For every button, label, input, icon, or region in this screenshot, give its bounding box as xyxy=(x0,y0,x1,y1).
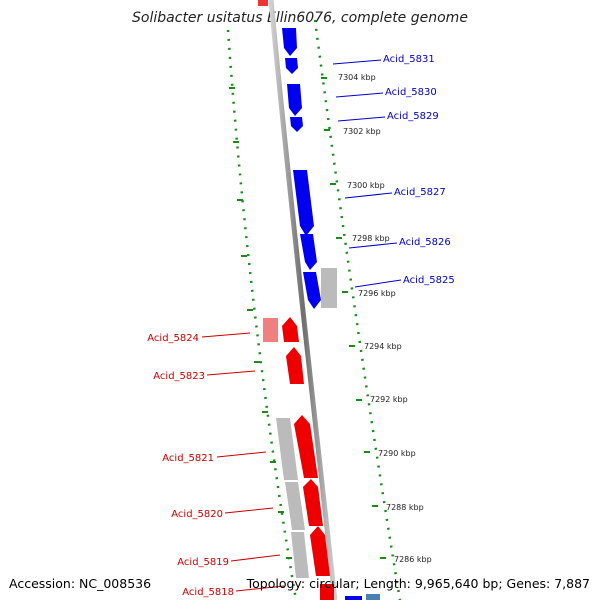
gene-label-acid-5826[interactable]: Acid_5826 xyxy=(399,237,451,248)
gene-acid-5819 xyxy=(310,526,330,576)
top-gene-stub xyxy=(258,0,268,6)
gene-acid-5829 xyxy=(290,117,303,132)
scale-label: 7286 kbp xyxy=(394,555,432,564)
scale-label: 7300 kbp xyxy=(347,181,385,190)
outer-tick-track xyxy=(313,19,402,600)
gene-label-acid-5820[interactable]: Acid_5820 xyxy=(171,509,223,520)
scale-label: 7290 kbp xyxy=(378,449,416,458)
gene-label-acid-5825[interactable]: Acid_5825 xyxy=(403,275,455,286)
scale-label: 7288 kbp xyxy=(386,503,424,512)
forward-gene-labels: Acid_5831 Acid_5830 Acid_5829 Acid_5827 … xyxy=(383,54,455,286)
scale-labels: 7304 kbp 7302 kbp 7300 kbp 7298 kbp 7296… xyxy=(338,73,432,564)
reverse-strand-genes xyxy=(263,317,334,600)
genome-backbone xyxy=(268,0,338,600)
gene-label-acid-5829[interactable]: Acid_5829 xyxy=(387,111,439,122)
gene-label-acid-5819[interactable]: Acid_5819 xyxy=(177,557,229,568)
forward-gene-label-lines xyxy=(332,59,402,288)
gene-acid-5824-pale xyxy=(263,318,278,342)
gene-label-acid-5831[interactable]: Acid_5831 xyxy=(383,54,435,65)
gene-acid-5824 xyxy=(282,317,299,342)
inner-major-ticks xyxy=(229,87,292,559)
inner-tick-track xyxy=(226,29,298,600)
topology-text: Topology: circular; Length: 9,965,640 bp… xyxy=(246,576,590,591)
scale-label: 7294 kbp xyxy=(364,342,402,351)
gray-feature-5825 xyxy=(321,268,337,308)
outer-major-ticks xyxy=(321,77,386,559)
reverse-gene-label-lines xyxy=(201,332,285,592)
gene-gray-5821 xyxy=(276,418,298,480)
gene-label-acid-5821[interactable]: Acid_5821 xyxy=(162,453,214,464)
gene-label-acid-5830[interactable]: Acid_5830 xyxy=(385,87,437,98)
gene-label-acid-5827[interactable]: Acid_5827 xyxy=(394,187,446,198)
bottom-steelblue-stub xyxy=(366,594,380,600)
scale-label: 7302 kbp xyxy=(343,127,381,136)
scale-label: 7296 kbp xyxy=(358,289,396,298)
gene-acid-5820 xyxy=(303,479,323,526)
gene-acid-5818 xyxy=(320,584,334,600)
gene-acid-5821 xyxy=(294,415,318,478)
gene-acid-5823 xyxy=(286,347,304,384)
forward-strand-genes xyxy=(282,28,380,600)
scale-label: 7298 kbp xyxy=(352,234,390,243)
accession-text: Accession: NC_008536 xyxy=(9,576,152,591)
gene-acid-5825 xyxy=(303,272,321,309)
gene-acid-5830 xyxy=(287,84,302,116)
scale-label: 7304 kbp xyxy=(338,73,376,82)
bottom-blue-stub xyxy=(345,596,362,600)
gene-acid-5827 xyxy=(293,170,314,236)
gene-acid-5826 xyxy=(300,234,317,270)
gene-label-acid-5818[interactable]: Acid_5818 xyxy=(182,587,234,598)
gene-acid-5831b xyxy=(285,58,298,74)
scale-label: 7292 kbp xyxy=(370,395,408,404)
gene-label-acid-5824[interactable]: Acid_5824 xyxy=(147,333,199,344)
gene-label-acid-5823[interactable]: Acid_5823 xyxy=(153,371,205,382)
map-title: Solibacter usitatus Ellin6076, complete … xyxy=(132,10,468,26)
gene-gray-5820 xyxy=(285,482,305,530)
reverse-gene-labels: Acid_5824 Acid_5823 Acid_5821 Acid_5820 … xyxy=(147,333,234,598)
gene-acid-5831 xyxy=(282,28,297,56)
gene-gray-5819 xyxy=(291,532,309,578)
